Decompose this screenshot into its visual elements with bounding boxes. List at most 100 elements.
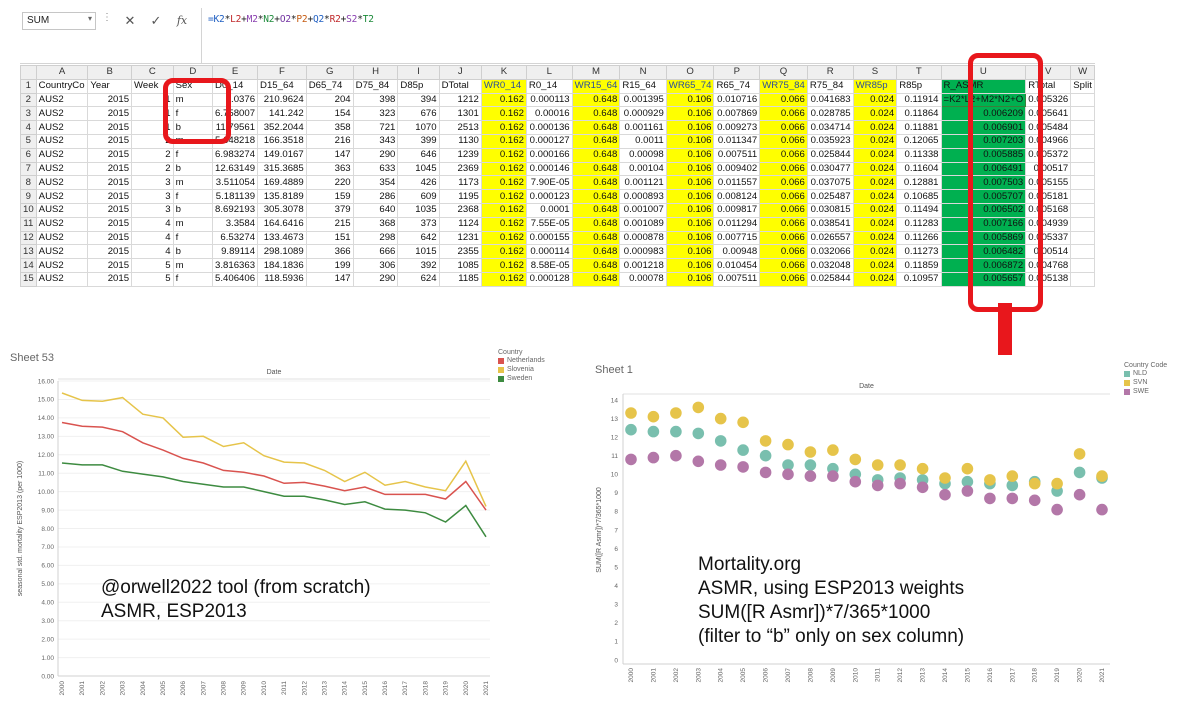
table-cell[interactable]: 0.00078 (619, 271, 667, 287)
table-cell[interactable]: 642 (397, 230, 440, 246)
table-cell[interactable]: 0.10957 (896, 271, 942, 287)
table-cell[interactable]: 0.162 (480, 202, 527, 218)
table-cell[interactable]: 0.007869 (713, 106, 761, 122)
table-cell[interactable]: 3.511054 (212, 175, 259, 191)
column-header-t[interactable]: T (896, 65, 942, 80)
table-cell[interactable]: 0.030477 (806, 161, 854, 177)
table-cell[interactable]: 7.55E-05 (525, 216, 573, 232)
table-cell[interactable]: 0.006482 (940, 244, 1027, 260)
table-cell[interactable]: 8.58E-05 (525, 258, 573, 273)
table-cell[interactable]: 0.000128 (525, 271, 573, 287)
table-cell[interactable]: 149.0167 (257, 147, 307, 163)
table-cell[interactable] (1070, 147, 1095, 163)
table-cell[interactable]: 1045 (397, 161, 440, 177)
column-header-p[interactable]: P (713, 65, 761, 80)
table-cell[interactable]: 0.024 (852, 202, 898, 218)
table-cell[interactable] (1070, 258, 1095, 273)
table-cell[interactable]: 0.001218 (619, 258, 667, 273)
table-cell[interactable]: 0.032066 (806, 244, 854, 260)
table-cell[interactable]: 2015 (87, 271, 133, 287)
table-cell[interactable]: 0.000113 (525, 92, 573, 108)
column-header-r[interactable]: R (806, 65, 854, 80)
table-cell[interactable]: 0.0011 (619, 133, 667, 149)
table-cell[interactable]: 0.066 (759, 271, 808, 287)
table-cell[interactable]: 2513 (438, 120, 482, 135)
table-cell[interactable]: 0.025844 (806, 271, 854, 287)
table-cell[interactable]: f (172, 189, 214, 204)
table-cell[interactable]: 0.005885 (940, 147, 1027, 163)
table-cell[interactable]: 0.106 (665, 161, 715, 177)
table-cell[interactable] (1070, 133, 1095, 149)
row-header[interactable]: 4 (20, 120, 37, 135)
table-cell[interactable]: 0.001395 (619, 92, 667, 108)
table-cell[interactable]: 6.983274 (212, 147, 259, 163)
table-cell[interactable]: 2368 (438, 202, 482, 218)
column-header-j[interactable]: J (438, 65, 482, 80)
name-box[interactable]: SUM ▾ (22, 12, 96, 30)
table-cell[interactable]: AUS2 (35, 147, 89, 163)
table-cell[interactable]: 298.1089 (257, 244, 307, 260)
row-header[interactable]: 13 (20, 244, 37, 260)
table-cell[interactable]: 0.066 (759, 92, 808, 108)
table-cell[interactable]: 0.007503 (940, 175, 1027, 191)
table-cell[interactable]: 0.648 (571, 189, 621, 204)
table-cell[interactable]: 0.162 (480, 175, 527, 191)
table-cell[interactable]: 0.648 (571, 147, 621, 163)
table-cell[interactable]: 0.106 (665, 216, 715, 232)
column-title-cell[interactable]: D65_74 (305, 78, 354, 94)
column-header-q[interactable]: Q (759, 65, 808, 80)
table-cell[interactable]: 0.648 (571, 271, 621, 287)
table-cell[interactable]: 0.066 (759, 106, 808, 122)
table-cell[interactable]: 133.4673 (257, 230, 307, 246)
table-cell[interactable]: 0.011294 (713, 216, 761, 232)
table-cell[interactable]: 0.024 (852, 147, 898, 163)
table-cell[interactable]: 0.106 (665, 230, 715, 246)
table-cell[interactable]: 1085 (438, 258, 482, 273)
table-cell[interactable]: 0.007511 (713, 147, 761, 163)
table-cell[interactable]: b (172, 202, 214, 218)
table-cell[interactable]: 0.00948 (713, 244, 761, 260)
table-cell[interactable]: AUS2 (35, 258, 89, 273)
table-cell[interactable]: 0.066 (759, 120, 808, 135)
table-cell[interactable]: 0.648 (571, 244, 621, 260)
table-cell[interactable]: 0.648 (571, 106, 621, 122)
table-cell[interactable]: 5 (131, 271, 174, 287)
table-cell[interactable]: 0.648 (571, 230, 621, 246)
table-cell[interactable]: 4 (131, 230, 174, 246)
table-cell[interactable]: 1015 (397, 244, 440, 260)
table-cell[interactable] (1070, 244, 1095, 260)
table-cell[interactable]: 0.162 (480, 230, 527, 246)
table-cell[interactable]: 0.024 (852, 244, 898, 260)
row-header[interactable]: 2 (20, 92, 37, 108)
table-cell[interactable]: 0.041683 (806, 92, 854, 108)
table-cell[interactable]: 0.030815 (806, 202, 854, 218)
table-cell[interactable]: AUS2 (35, 175, 89, 191)
table-cell[interactable]: AUS2 (35, 189, 89, 204)
table-cell[interactable]: 199 (305, 258, 354, 273)
table-cell[interactable]: 305.3078 (257, 202, 307, 218)
table-cell[interactable]: 0.066 (759, 175, 808, 191)
row-header[interactable]: 9 (20, 189, 37, 204)
legend-item[interactable]: SVN (1124, 378, 1192, 387)
table-cell[interactable]: 352.2044 (257, 120, 307, 135)
legend-item[interactable]: Netherlands (498, 356, 560, 365)
table-cell[interactable]: 0.11338 (896, 147, 942, 163)
table-cell[interactable]: 363 (305, 161, 354, 177)
table-cell[interactable]: AUS2 (35, 244, 89, 260)
table-cell[interactable]: 640 (352, 202, 399, 218)
table-cell[interactable] (1070, 175, 1095, 191)
table-cell[interactable]: 0.024 (852, 271, 898, 287)
table-cell[interactable]: 0.024 (852, 120, 898, 135)
table-cell[interactable]: 290 (352, 271, 399, 287)
row-header[interactable]: 7 (20, 161, 37, 177)
column-title-cell[interactable]: Split (1070, 78, 1095, 94)
table-cell[interactable]: 0.106 (665, 189, 715, 204)
table-cell[interactable] (1070, 216, 1095, 232)
table-cell[interactable] (1070, 189, 1095, 204)
table-cell[interactable]: 2015 (87, 216, 133, 232)
table-cell[interactable]: 0.11914 (896, 92, 942, 108)
table-cell[interactable]: 0.066 (759, 202, 808, 218)
table-cell[interactable]: 0.12881 (896, 175, 942, 191)
table-cell[interactable]: 0.034714 (806, 120, 854, 135)
table-cell[interactable] (1070, 161, 1095, 177)
